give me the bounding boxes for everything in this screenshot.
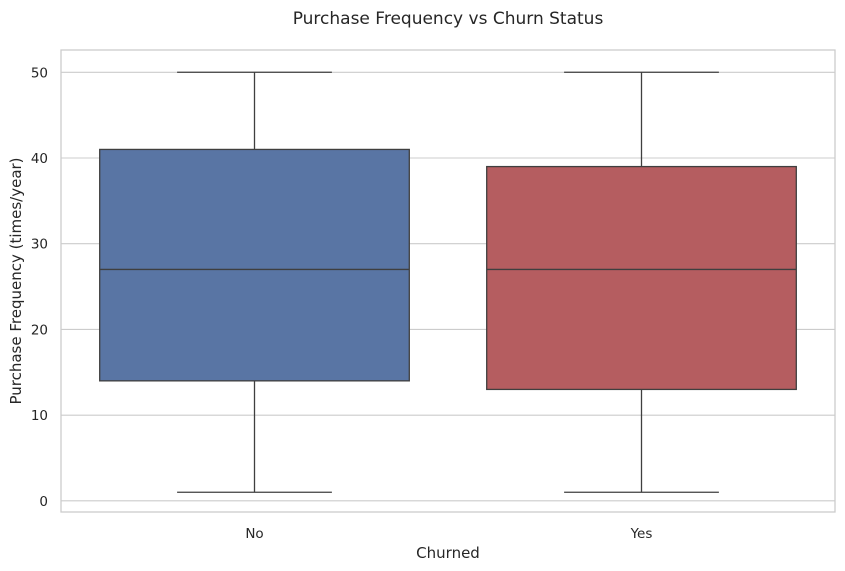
chart-title: Purchase Frequency vs Churn Status (293, 9, 604, 29)
box-yes (486, 71, 797, 493)
y-tick-labels: 0 10 20 30 40 50 (31, 65, 48, 510)
box-no (99, 71, 410, 493)
boxes (99, 71, 797, 493)
y-axis-label: Purchase Frequency (times/year) (7, 157, 25, 404)
y-tick-label-30: 30 (31, 237, 48, 253)
iqr-box-yes (486, 165, 797, 391)
y-tick-label-10: 10 (31, 408, 48, 424)
x-tick-label-no: No (245, 526, 263, 542)
x-tick-label-yes: Yes (630, 526, 653, 542)
x-axis-label: Churned (416, 544, 480, 562)
x-tick-labels: No Yes (245, 526, 652, 542)
iqr-box-no (99, 148, 410, 382)
y-tick-label-20: 20 (31, 322, 48, 338)
y-tick-label-40: 40 (31, 151, 48, 167)
y-tick-label-0: 0 (39, 494, 48, 510)
plot-frame (60, 49, 836, 513)
y-tick-label-50: 50 (31, 65, 48, 81)
